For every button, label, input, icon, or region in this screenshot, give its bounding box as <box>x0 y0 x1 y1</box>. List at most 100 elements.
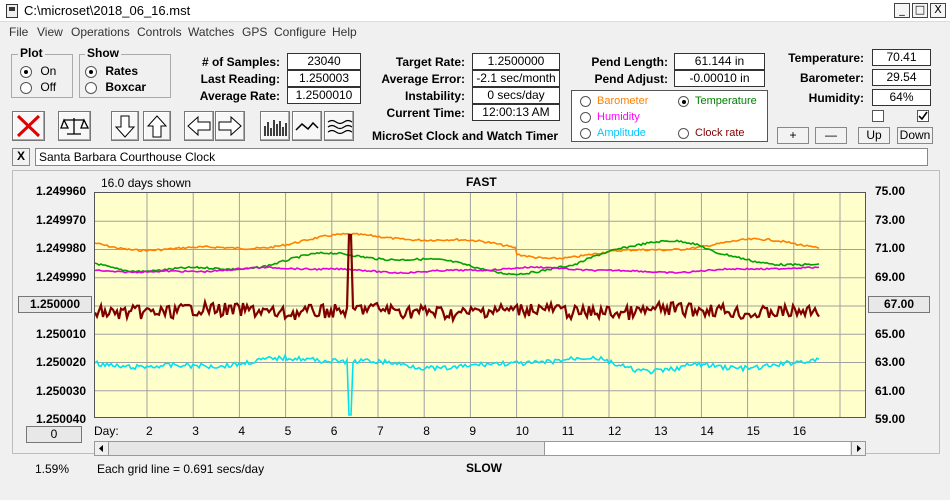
checkmark-icon <box>918 111 928 121</box>
arrow-right-icon <box>218 115 242 137</box>
rate-axis-tick: 1.249960 <box>35 184 86 198</box>
day-tick: 4 <box>238 424 246 438</box>
legend-temperature[interactable]: Temperature <box>678 95 757 107</box>
radio-selected-icon <box>678 95 689 107</box>
legend-clock-rate[interactable]: Clock rate <box>678 127 745 139</box>
wave-line-icon <box>295 121 319 131</box>
env-checkbox-1[interactable] <box>872 110 884 122</box>
stop-button[interactable] <box>12 111 45 141</box>
day-tick: 11 <box>561 424 575 438</box>
average-error-label: Average Error: <box>381 72 465 86</box>
fast-label: FAST <box>466 175 497 189</box>
clear-watch-button[interactable]: X <box>12 148 30 166</box>
env-axis-tick: 73.00 <box>875 212 906 227</box>
legend-temperature-label: Temperature <box>695 95 757 107</box>
temperature-value: 70.41 <box>872 49 931 66</box>
plot-group-title: Plot <box>18 46 45 60</box>
legend-amplitude[interactable]: Amplitude <box>580 127 646 139</box>
pend-adjust-value: -0.00010 in <box>674 70 765 87</box>
arrow-right-button[interactable] <box>215 111 245 141</box>
rate-axis-tick: 1.249970 <box>35 212 86 227</box>
menu-gps[interactable]: GPS <box>242 25 268 39</box>
legend-humidity[interactable]: Humidity <box>580 111 640 123</box>
red-x-icon <box>16 114 41 138</box>
menu-file[interactable]: File <box>9 25 29 39</box>
balance-button[interactable] <box>58 111 91 141</box>
barometer-trace <box>94 232 820 260</box>
menu-configure[interactable]: Configure <box>274 25 327 39</box>
humidity-label: Humidity: <box>808 91 864 105</box>
line-chart-button[interactable] <box>292 111 322 141</box>
scale-up-button[interactable]: Up <box>858 127 890 144</box>
show-group <box>79 54 171 98</box>
arrow-down-button[interactable] <box>111 111 139 141</box>
multi-wave-button[interactable] <box>324 111 354 141</box>
arrow-left-button[interactable] <box>184 111 214 141</box>
legend-amplitude-label: Amplitude <box>597 127 646 139</box>
env-axis-tick: 71.00 <box>875 241 906 255</box>
legend-barometer[interactable]: Barometer <box>580 95 648 107</box>
close-button[interactable]: X <box>930 3 946 18</box>
arrow-up-icon <box>146 115 168 138</box>
window-title: C:\microset\2018_06_16.mst <box>24 3 191 18</box>
plot-on-radio[interactable]: On <box>20 64 56 78</box>
bar-chart-icon <box>264 120 287 136</box>
barometer-label: Barometer: <box>799 71 864 85</box>
day-tick: 8 <box>423 424 430 438</box>
time-scrollbar[interactable] <box>94 441 866 456</box>
day-tick: 3 <box>192 424 199 438</box>
day-tick: 5 <box>284 424 292 438</box>
scale-plus-button[interactable]: + <box>777 127 809 144</box>
env-checkbox-2[interactable] <box>917 110 929 122</box>
menu-controls[interactable]: Controls <box>137 25 182 39</box>
humidity-value: 64% <box>872 89 931 106</box>
plot-off-label: Off <box>40 80 57 94</box>
rate-axis-tick: 1.249980 <box>35 241 86 255</box>
barometer-value: 29.54 <box>872 69 931 86</box>
scroll-right-arrow[interactable] <box>851 442 865 455</box>
menu-watches[interactable]: Watches <box>188 25 235 39</box>
scroll-left-arrow[interactable] <box>95 442 109 455</box>
maximize-button[interactable]: □ <box>912 3 928 18</box>
arrow-right-icon <box>857 445 861 452</box>
days-shown-label: 16.0 days shown <box>101 176 192 190</box>
show-rates-radio[interactable]: Rates <box>85 64 138 78</box>
scroll-thumb[interactable] <box>544 442 850 455</box>
slow-label: SLOW <box>466 461 502 475</box>
day-tick: 2 <box>146 424 153 438</box>
day-tick: 9 <box>469 424 477 438</box>
series-legend: Barometer Temperature Humidity Amplitude… <box>571 90 768 142</box>
arrow-down-icon <box>114 115 136 138</box>
legend-barometer-label: Barometer <box>597 95 649 107</box>
pend-length-value: 61.144 in <box>674 53 765 70</box>
plot-off-radio[interactable]: Off <box>20 80 56 94</box>
center-rate-box[interactable]: 1.250000 <box>18 296 92 313</box>
env-axis-tick: 63.00 <box>875 355 906 369</box>
zero-box[interactable]: 0 <box>26 426 82 443</box>
show-boxcar-radio[interactable]: Boxcar <box>85 80 146 94</box>
center-env-box[interactable]: 67.00 <box>868 296 930 313</box>
app-caption: MicroSet Clock and Watch Timer <box>372 129 559 143</box>
day-tick: 6 <box>330 424 338 438</box>
temperature-trace <box>94 239 820 276</box>
env-axis-tick: 75.00 <box>875 184 906 198</box>
radio-icon <box>20 81 32 94</box>
arrow-left-icon <box>99 445 103 452</box>
app-icon <box>6 4 18 18</box>
menu-view[interactable]: View <box>37 25 63 39</box>
scale-down-button[interactable]: Down <box>897 127 933 144</box>
radio-icon <box>678 127 689 139</box>
minimize-button[interactable]: _ <box>894 3 910 18</box>
scale-minus-button[interactable]: — <box>815 127 847 144</box>
legend-humidity-label: Humidity <box>597 111 640 123</box>
temperature-label: Temperature: <box>788 51 864 65</box>
balance-scale-icon <box>60 118 90 135</box>
menu-operations[interactable]: Operations <box>71 25 130 39</box>
bar-chart-button[interactable] <box>260 111 290 141</box>
pend-adjust-label: Pend Adjust: <box>594 72 668 86</box>
instability-label: Instability: <box>404 89 465 103</box>
menu-help[interactable]: Help <box>332 25 357 39</box>
arrow-up-button[interactable] <box>143 111 171 141</box>
watch-name-field[interactable]: Santa Barbara Courthouse Clock <box>35 148 928 166</box>
pend-length-label: Pend Length: <box>591 55 668 69</box>
